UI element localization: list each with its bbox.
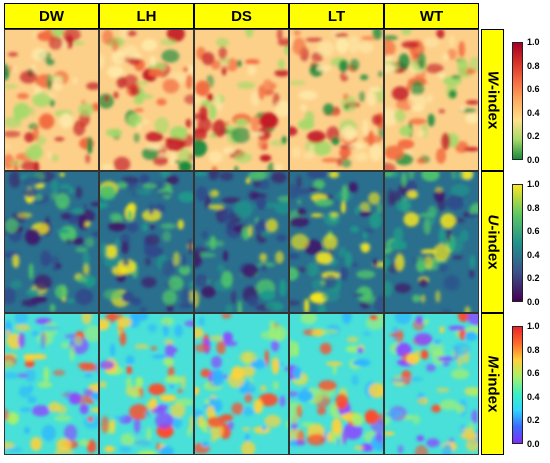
row-label-u-index: U-index (481, 171, 504, 313)
heatmap-m-lh (99, 313, 194, 455)
column-header-dw: DW (4, 3, 99, 29)
colorbar-tick: 0.2 (527, 131, 540, 142)
colorbar-tick: 0.8 (527, 60, 540, 71)
colorbar-tick: 0.6 (527, 226, 540, 237)
colorbar-tick: 0.4 (527, 107, 540, 118)
row-label-letter: U (484, 214, 501, 226)
colorbar-tick: 0.2 (527, 273, 540, 284)
row-label-letter: M (484, 355, 501, 369)
heatmap-u-ds (194, 171, 289, 313)
row-label-m-index: M-index (481, 313, 504, 455)
colorbar-tick: 0.0 (527, 297, 540, 307)
column-header-wt: WT (384, 3, 479, 29)
row-label-w-index: W-index (481, 29, 504, 171)
heatmap-w-dw (4, 29, 99, 171)
row-label-suffix: -index (484, 368, 501, 413)
heatmap-w-wt (384, 29, 479, 171)
heatmap-m-dw (4, 313, 99, 455)
column-header-ds: DS (194, 3, 289, 29)
colorbar-m-index (512, 326, 523, 444)
colorbar-tick: 1.0 (527, 321, 540, 331)
colorbar-tick: 0.0 (527, 439, 540, 449)
heatmap-w-lt (289, 29, 384, 171)
heatmap-u-dw (4, 171, 99, 313)
heatmap-u-wt (384, 171, 479, 313)
row-label-letter: W (484, 70, 501, 85)
colorbar-tick: 0.0 (527, 155, 540, 165)
column-header-lh: LH (99, 3, 194, 29)
colorbar-tick: 1.0 (527, 179, 540, 189)
heatmap-m-ds (194, 313, 289, 455)
heatmap-u-lh (99, 171, 194, 313)
colorbar-w-index (512, 42, 523, 160)
colorbar-tick: 0.6 (527, 84, 540, 95)
colorbar-tick: 0.4 (527, 391, 540, 402)
colorbar-tick: 1.0 (527, 37, 540, 47)
colorbar-tick: 0.8 (527, 202, 540, 213)
colorbar-tick: 0.2 (527, 415, 540, 426)
heatmap-m-lt (289, 313, 384, 455)
heatmap-w-lh (99, 29, 194, 171)
colorbar-tick: 0.4 (527, 249, 540, 260)
colorbar-u-index (512, 184, 523, 302)
row-label-suffix: -index (484, 225, 501, 270)
colorbar-tick: 0.8 (527, 344, 540, 355)
heatmap-u-lt (289, 171, 384, 313)
heatmap-w-ds (194, 29, 289, 171)
row-label-suffix: -index (484, 84, 501, 130)
colorbar-tick: 0.6 (527, 368, 540, 379)
heatmap-m-wt (384, 313, 479, 455)
column-header-lt: LT (289, 3, 384, 29)
